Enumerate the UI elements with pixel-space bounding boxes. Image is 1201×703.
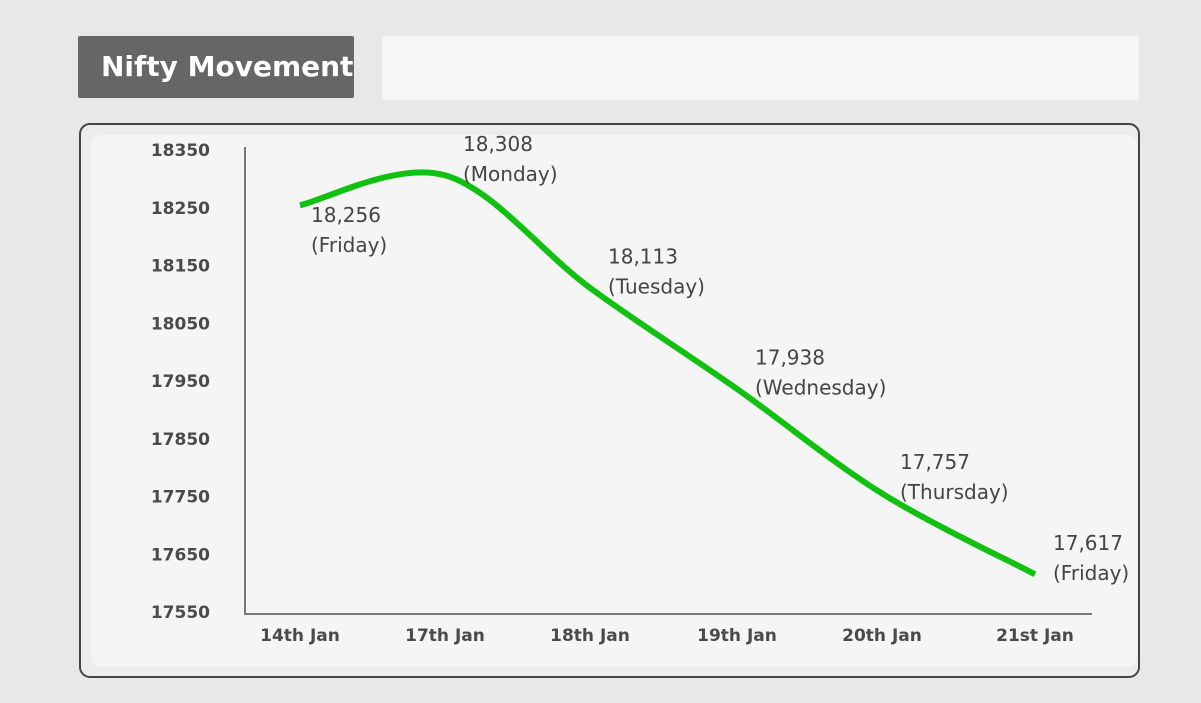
x-tick-label: 14th Jan	[260, 626, 340, 646]
header-bar	[382, 36, 1139, 100]
y-tick-label: 17650	[151, 545, 210, 565]
day-label: (Wednesday)	[755, 375, 886, 399]
value-label: 17,938	[755, 345, 825, 369]
x-tick-label: 18th Jan	[550, 626, 630, 646]
day-label: (Tuesday)	[608, 274, 705, 298]
y-tick-label: 17950	[151, 372, 210, 392]
day-label: (Friday)	[311, 233, 387, 257]
plot-panel	[91, 135, 1137, 667]
x-tick-label: 19th Jan	[697, 626, 777, 646]
y-tick-label: 17750	[151, 488, 210, 508]
x-tick-label: 20th Jan	[842, 626, 922, 646]
title-box	[78, 36, 354, 98]
y-tick-label: 18350	[151, 141, 210, 161]
x-tick-label: 21st Jan	[996, 626, 1074, 646]
value-label: 18,113	[608, 244, 678, 268]
day-label: (Monday)	[463, 162, 558, 186]
value-label: 17,617	[1053, 531, 1123, 555]
value-label: 17,757	[900, 450, 970, 474]
value-label: 18,308	[463, 132, 533, 156]
line-series	[299, 169, 1037, 577]
value-label: 18,256	[311, 203, 381, 227]
day-label: (Thursday)	[900, 480, 1009, 504]
y-tick-label: 18150	[151, 257, 210, 277]
y-tick-label: 18250	[151, 199, 210, 219]
x-tick-label: 17th Jan	[405, 626, 485, 646]
day-label: (Friday)	[1053, 561, 1129, 585]
chart-title: Nifty Movement	[101, 50, 353, 83]
y-tick-label: 17550	[151, 603, 210, 623]
y-tick-label: 17850	[151, 430, 210, 450]
y-tick-label: 18050	[151, 314, 210, 334]
